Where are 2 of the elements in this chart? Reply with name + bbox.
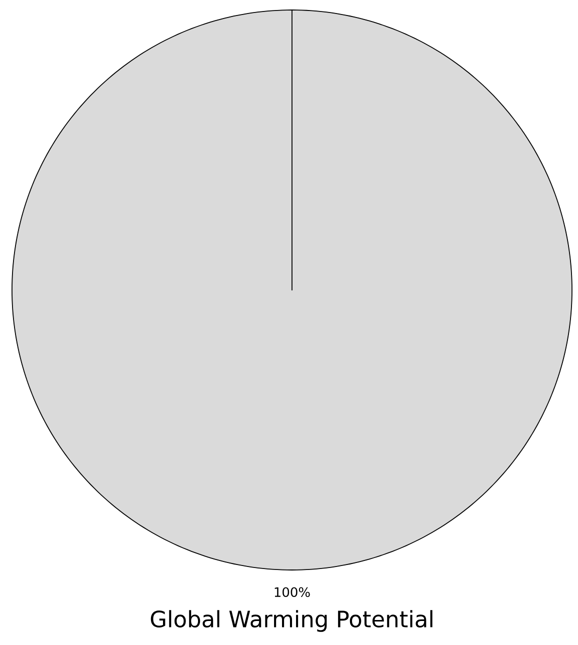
- data-label: 100%: [274, 587, 310, 598]
- text: Global Warming Potential: [150, 610, 432, 632]
